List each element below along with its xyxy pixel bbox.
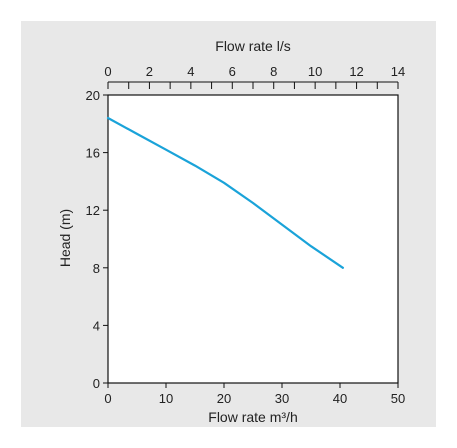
y-tick-label: 16 [86,146,100,161]
x-top-tick-label: 12 [349,64,363,79]
x-top-axis-label: Flow rate l/s [215,38,290,54]
x-tick-label: 30 [275,391,289,406]
y-axis-label: Head (m) [57,209,73,267]
x-top-tick-label: 0 [104,64,111,79]
x-tick-label: 20 [217,391,231,406]
y-tick-label: 0 [93,376,100,391]
plot-border [107,94,399,384]
y-tick-label: 4 [93,318,100,333]
x-tick-label: 10 [159,391,173,406]
pump-curve-chart: 0 10 20 30 40 50 0 4 8 12 16 20 0 2 4 6 8 10 12 14 Flow rat… [57,38,406,425]
x-top-tick-label: 6 [229,64,236,79]
tick-labels: 0 10 20 30 40 50 0 4 8 12 16 20 0 2 4 6 8 10 12 14 [86,64,406,406]
x-top-tick-label: 4 [187,64,194,79]
curve-layer [106,116,344,269]
y-tick-label: 8 [93,261,100,276]
x-tick-label: 0 [104,391,111,406]
pump-curve-line [106,116,344,269]
x-top-tick-label: 2 [146,64,153,79]
x-tick-label: 40 [333,391,347,406]
y-tick-label: 20 [86,88,100,103]
y-tick-label: 12 [86,203,100,218]
x-top-tick-label: 14 [391,64,405,79]
chart-panel: 0 10 20 30 40 50 0 4 8 12 16 20 0 2 4 6 8 10 12 14 Flow rat… [21,21,436,427]
x-top-tick-label: 8 [270,64,277,79]
plot-background [108,95,398,383]
x-axis-label: Flow rate m³/h [208,409,297,425]
x-tick-label: 50 [391,391,405,406]
plot-frame [107,94,399,384]
x-top-tick-label: 10 [308,64,322,79]
